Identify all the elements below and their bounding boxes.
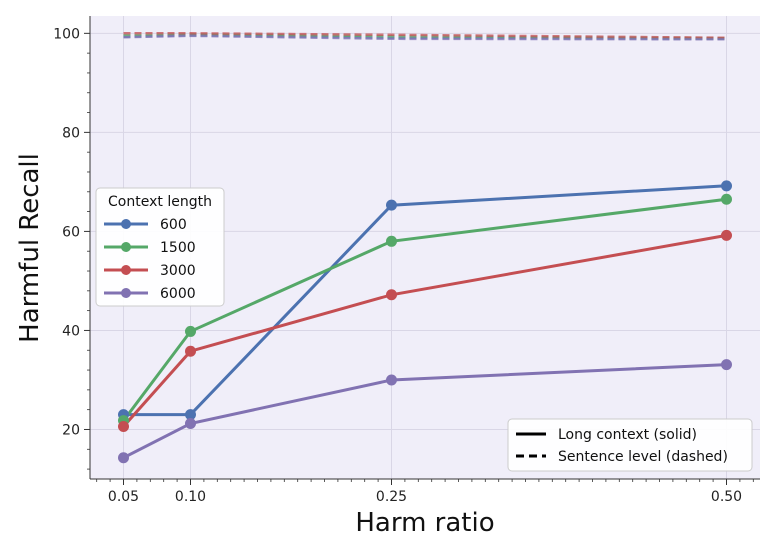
series-600-line: [123, 184, 727, 417]
legend-entry-sentence-level: Sentence level (dashed): [516, 449, 728, 465]
legend-marker-3000: [121, 265, 131, 275]
legend-line-style-frame: [507, 418, 753, 472]
y-tick-label-60: 60: [62, 224, 80, 240]
y-axis-title: Harmful Recall: [15, 153, 45, 343]
legend-entry-long-context: Long context (solid): [516, 427, 697, 443]
series-6000-line: [122, 363, 727, 460]
legend-context-length-title: Context length: [108, 194, 212, 210]
series-6000-sentence-level-line: [123, 34, 727, 41]
legend-entry-3000: 3000: [104, 263, 196, 279]
legend-entry-6000: 6000: [104, 286, 196, 302]
series-6000-point-0.50: [721, 359, 732, 371]
y-tick-label-20: 20: [62, 422, 80, 438]
legend-label-600: 600: [160, 217, 187, 233]
x-tick-label-0.25: 0.25: [376, 489, 407, 505]
series-lines: [122, 32, 727, 460]
series-1500-point-0.10: [185, 325, 196, 337]
series-3000-line: [122, 233, 727, 428]
series-6000-point-0.05: [118, 452, 129, 464]
series-6000-point-0.10: [185, 418, 196, 430]
series-3000-point-0.05: [118, 421, 129, 433]
series-1500-point-0.50: [721, 193, 732, 205]
x-tick-label-0.50: 0.50: [711, 489, 742, 505]
series-3000-point-0.50: [721, 229, 732, 241]
legend-entry-1500: 1500: [104, 240, 196, 256]
legend-line-style: Long context (solid) Sentence level (das…: [507, 418, 753, 472]
x-axis-title: Harm ratio: [355, 508, 494, 538]
x-tick-label-0.05: 0.05: [108, 489, 139, 505]
legend-label-sentence-level: Sentence level (dashed): [558, 449, 728, 465]
legend-label-long-context: Long context (solid): [558, 427, 697, 443]
x-tick-label-0.10: 0.10: [175, 489, 206, 505]
legend-entry-600: 600: [104, 217, 187, 233]
series-points: [118, 180, 732, 464]
series-600-point-0.10: [185, 409, 196, 421]
legend-context-length-frame: [95, 187, 225, 307]
legend-label-3000: 3000: [160, 263, 196, 279]
legend-marker-1500: [121, 242, 131, 252]
series-1500-point-0.25: [386, 235, 397, 247]
legend-marker-600: [121, 219, 131, 229]
ticks: 20 40 60 80 100 0.05 0.10 0.25 0.50: [53, 26, 754, 505]
legend-context-length: Context length 600 1500 3000 6000: [95, 187, 225, 307]
series-600-point-0.50: [721, 180, 732, 192]
y-tick-label-100: 100: [53, 26, 80, 42]
series-600-point-0.25: [386, 199, 397, 211]
axes: [89, 16, 760, 480]
series-3000-point-0.25: [386, 289, 397, 301]
series-3000-sentence-level-line: [123, 32, 727, 40]
legend-label-6000: 6000: [160, 286, 196, 302]
legend-marker-6000: [121, 288, 131, 298]
series-1500-line: [122, 197, 727, 422]
legend-label-1500: 1500: [160, 240, 196, 256]
y-tick-label-80: 80: [62, 125, 80, 141]
series-3000-point-0.10: [185, 345, 196, 357]
series-6000-point-0.25: [386, 374, 397, 386]
y-tick-label-40: 40: [62, 323, 80, 339]
